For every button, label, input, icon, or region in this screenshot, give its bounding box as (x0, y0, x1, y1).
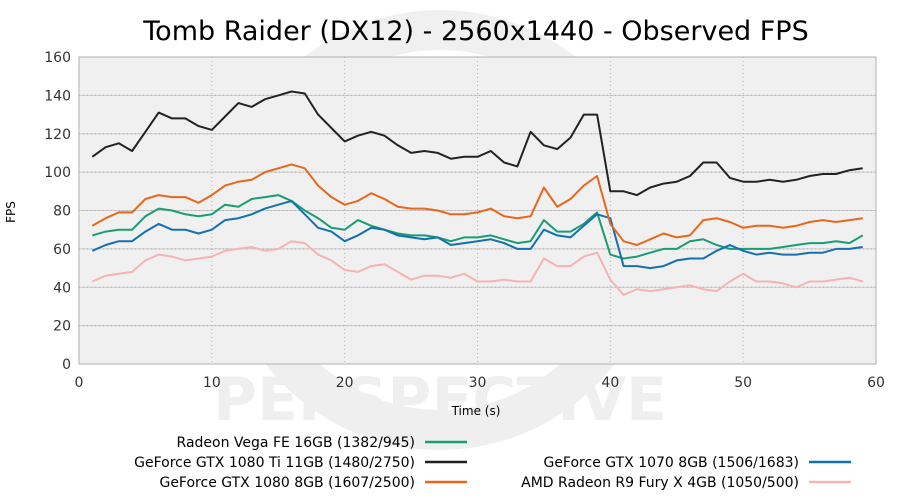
legend: Radeon Vega FE 16GB (1382/945) GeForce GT… (134, 435, 851, 491)
y-tick-label: 80 (53, 204, 71, 220)
series-line-3 (91, 199, 863, 270)
y-axis-label: FPS (4, 201, 18, 223)
plot-area: 0 20 40 60 80 100 120 140 160 0 10 20 30 40 50 60 (44, 50, 885, 391)
y-tick-label: 40 (53, 280, 71, 296)
x-tick-label: 60 (867, 375, 885, 391)
chart-title: Tomb Raider (DX12) - 2560x1440 - Observe… (142, 16, 808, 47)
series-line-1 (91, 90, 863, 197)
y-tick-label: 140 (44, 88, 71, 104)
legend-label: GeForce GTX 1080 Ti 11GB (1480/2750) (134, 455, 415, 471)
series-lines (91, 90, 864, 296)
x-tick-label: 10 (203, 375, 221, 391)
x-tick-label: 30 (469, 375, 487, 391)
x-axis-ticks: 0 10 20 30 40 50 60 (75, 375, 885, 391)
grid (78, 56, 877, 365)
legend-label: Radeon Vega FE 16GB (1382/945) (177, 435, 415, 451)
series-line-0 (92, 194, 864, 260)
y-tick-label: 60 (53, 242, 71, 258)
legend-label: AMD Radeon R9 Fury X 4GB (1050/500) (521, 475, 799, 491)
y-tick-label: 100 (44, 165, 71, 181)
legend-label: GeForce GTX 1070 8GB (1506/1683) (543, 455, 799, 471)
series-line-2 (91, 163, 863, 246)
y-tick-label: 120 (44, 127, 71, 143)
y-axis-ticks: 0 20 40 60 80 100 120 140 160 (44, 50, 71, 373)
y-tick-label: 0 (62, 357, 71, 373)
y-tick-label: 160 (44, 50, 71, 66)
x-tick-label: 50 (734, 375, 752, 391)
x-tick-label: 40 (601, 375, 619, 391)
svg-text:PERSPECTIVE: PERSPECTIVE (213, 365, 667, 435)
series-line-4 (91, 240, 863, 296)
x-axis-label: Time (s) (451, 404, 501, 418)
x-tick-label: 20 (336, 375, 354, 391)
legend-label: GeForce GTX 1080 8GB (1607/2500) (159, 475, 415, 491)
plot-border (78, 56, 877, 365)
x-tick-label: 0 (75, 375, 84, 391)
y-tick-label: 20 (53, 319, 71, 335)
